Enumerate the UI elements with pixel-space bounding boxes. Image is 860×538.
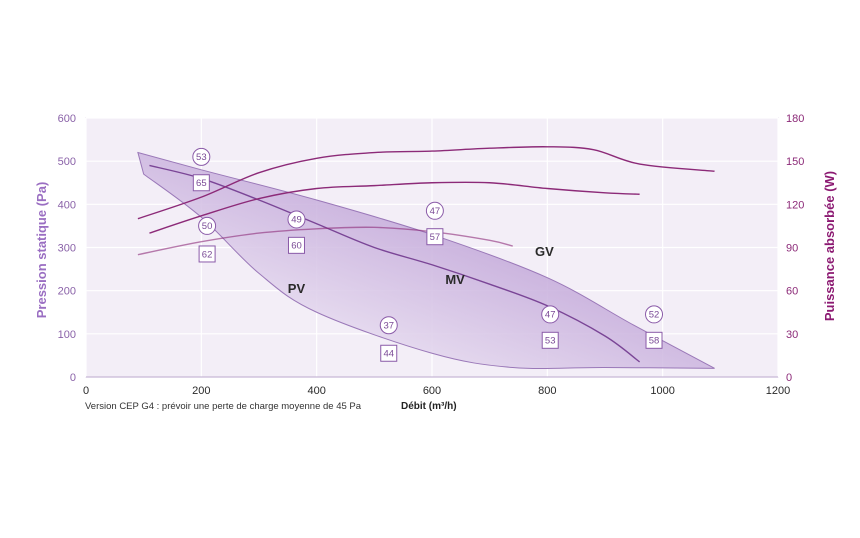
right-tick-label: 30 <box>786 329 798 341</box>
right-axis-ticks: 0 30 60 90 120 150 180 <box>786 113 804 384</box>
zone-label-pv: PV <box>288 281 306 296</box>
right-axis-label: Puissance absorbée (W) <box>822 171 837 321</box>
left-tick-label: 300 <box>58 243 76 255</box>
chart-note: Version CEP G4 : prévoir une perte de ch… <box>85 401 362 412</box>
marker-circle <box>425 201 444 220</box>
series-line-mv-power <box>149 181 640 234</box>
x-tick-label: 0 <box>83 385 89 397</box>
series-line-mv-pressure <box>149 164 641 363</box>
marker-value: 53 <box>196 152 207 163</box>
marker-value: 47 <box>430 206 441 217</box>
marker-value: 65 <box>196 178 207 189</box>
marker-value: 58 <box>649 336 660 347</box>
marker-value: 37 <box>383 321 394 332</box>
marker-value: 57 <box>430 232 441 243</box>
left-tick-label: 100 <box>58 329 76 341</box>
marker-circle <box>192 147 211 166</box>
marker-value: 47 <box>545 310 556 321</box>
x-axis-label: Débit (m³/h) <box>401 401 457 412</box>
x-tick-label: 600 <box>423 385 441 397</box>
marker-circle <box>379 316 398 335</box>
series-line-pv-power <box>137 226 513 256</box>
marker-square <box>541 331 559 349</box>
marker-circle <box>198 216 217 235</box>
x-tick-label: 200 <box>192 385 210 397</box>
marker-square <box>198 245 216 263</box>
left-axis-label: Pression statique (Pa) <box>34 182 49 319</box>
marker-square <box>287 236 305 254</box>
left-tick-label: 400 <box>58 199 76 211</box>
right-tick-label: 120 <box>786 199 804 211</box>
right-tick-label: 150 <box>786 156 804 168</box>
marker-value: 50 <box>202 221 213 232</box>
marker-value: 53 <box>545 336 556 347</box>
left-tick-label: 200 <box>58 286 76 298</box>
marker-circle <box>645 305 664 324</box>
left-tick-label: 0 <box>70 372 76 384</box>
left-tick-label: 500 <box>58 156 76 168</box>
marker-value: 60 <box>291 241 302 252</box>
left-tick-label: 600 <box>58 113 76 125</box>
zone-labels: PV MV GV <box>288 244 554 296</box>
right-tick-label: 60 <box>786 286 798 298</box>
marker-circle <box>287 210 306 229</box>
marker-square <box>380 344 398 362</box>
zone-label-gv: GV <box>535 244 554 259</box>
marker-square <box>645 331 663 349</box>
pressure-envelope <box>137 151 715 370</box>
x-axis-ticks: 0 200 400 600 800 1000 1200 <box>83 385 790 397</box>
x-tick-label: 400 <box>307 385 325 397</box>
right-tick-label: 0 <box>786 372 792 384</box>
right-tick-label: 90 <box>786 243 798 255</box>
marker-value: 49 <box>291 215 302 226</box>
marker-square <box>192 174 210 192</box>
series-line-gv-power <box>137 146 715 220</box>
marker-value: 44 <box>383 349 394 360</box>
zone-label-mv: MV <box>445 272 465 287</box>
marker-value: 52 <box>649 310 660 321</box>
series-group <box>137 146 715 363</box>
value-markers: 53 65 50 62 49 60 47 57 37 44 47 53 52 58 <box>192 147 664 362</box>
x-tick-label: 1000 <box>650 385 674 397</box>
marker-square <box>426 228 444 246</box>
left-axis-ticks: 0 100 200 300 400 500 600 <box>58 113 76 384</box>
x-tick-label: 1200 <box>766 385 790 397</box>
marker-circle <box>541 305 560 324</box>
x-tick-label: 800 <box>538 385 556 397</box>
marker-value: 62 <box>202 249 213 260</box>
right-tick-label: 180 <box>786 113 804 125</box>
